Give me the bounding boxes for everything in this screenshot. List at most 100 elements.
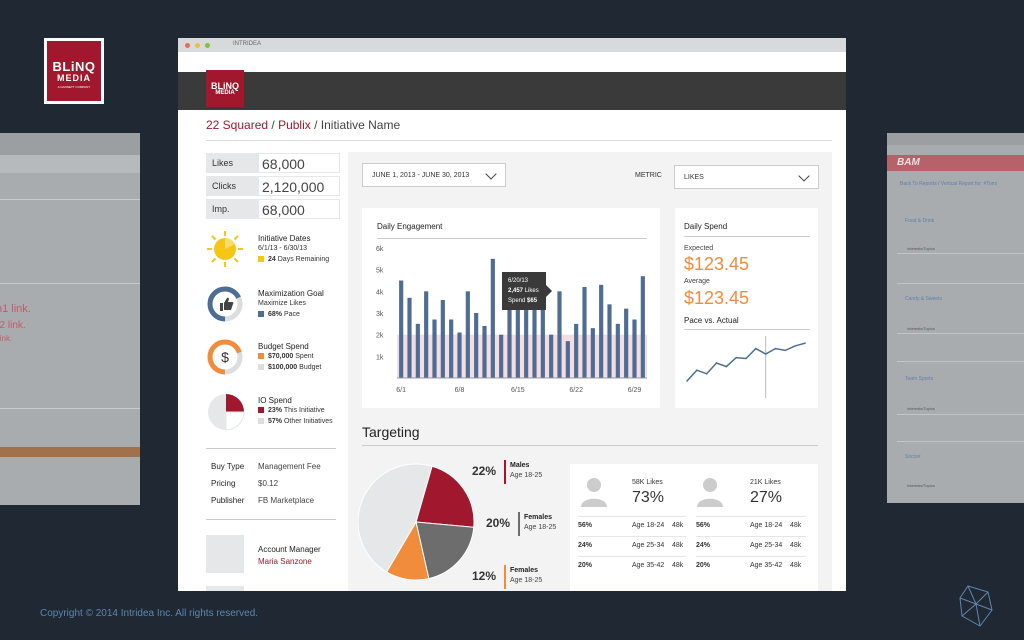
maximize-dot[interactable] [205, 43, 210, 48]
tooltip-spend-value: $65 [527, 298, 538, 304]
row-age: Age 18-24 [750, 522, 783, 529]
chart-tooltip: 6/20/13 2,457 Likes Spend $65 [502, 272, 552, 310]
engagement-bar[interactable] [490, 258, 495, 378]
row-count: 48k [672, 562, 684, 569]
blinq-media-logo: BLiNQ MEDIA A GANNETT COMPANY [44, 38, 104, 104]
metric-label: METRIC [635, 172, 662, 179]
engagement-bar[interactable] [524, 300, 529, 378]
minimize-dot[interactable] [195, 43, 200, 48]
ghost-col: Interests/Topics [907, 483, 935, 488]
engagement-bar[interactable] [415, 323, 420, 378]
ghost-section: Team Sports [905, 376, 934, 382]
engagement-bar[interactable] [632, 319, 637, 379]
engagement-bar[interactable] [457, 332, 462, 379]
breadcrumb-brand[interactable]: Publix [278, 118, 311, 132]
engagement-bar[interactable] [590, 328, 595, 378]
goal-pace: 68% Pace [258, 311, 300, 318]
engagement-bar[interactable] [507, 306, 512, 379]
targeting-pie-chart[interactable] [358, 452, 478, 591]
browser-window: INTRIDEA BLiNQ MEDIA 22 Squared / Publix… [178, 38, 846, 591]
engagement-bar[interactable] [424, 291, 429, 378]
expected-value: $123.45 [684, 254, 750, 274]
initiative-dates: Initiative Dates 6/1/13 - 6/30/13 24 Day… [206, 230, 340, 270]
browser-tab-title[interactable]: INTRIDEA [233, 41, 262, 47]
ghost-section: Food & Drink [905, 218, 935, 224]
x-tick-label: 6/22 [569, 387, 583, 394]
browser-chrome: INTRIDEA [178, 38, 846, 52]
engagement-bar[interactable] [474, 313, 479, 378]
dates-title: Initiative Dates [258, 234, 311, 243]
account-manager-avatar [206, 535, 244, 573]
engagement-bar[interactable] [574, 323, 579, 378]
io-this: 23% This Initiative [258, 407, 325, 414]
goal-sub: Maximize Likes [258, 300, 306, 307]
breadcrumb-client[interactable]: 22 Squared [206, 118, 269, 132]
spent-value: $70,000 [268, 353, 294, 360]
tooltip-spend-label: Spend [508, 298, 526, 304]
legend-swatch [258, 311, 264, 317]
y-tick-label: 6k [376, 246, 384, 253]
engagement-bar[interactable] [549, 334, 554, 378]
engagement-bar[interactable] [624, 308, 629, 378]
engagement-bar[interactable] [540, 297, 545, 378]
breadcrumb-separator: / [310, 118, 321, 132]
pace-point [715, 362, 718, 364]
y-tick-label: 5k [376, 268, 384, 275]
engagement-bar[interactable] [515, 291, 520, 378]
logo-text: BLiNQ [52, 59, 96, 74]
days-remaining-value: 24 [268, 256, 276, 263]
engagement-bar[interactable] [499, 334, 504, 378]
sun-icon [207, 231, 243, 267]
metric-select[interactable]: LIKES [674, 165, 819, 189]
days-remaining-label: Days Remaining [277, 256, 330, 263]
ghost-section: Soccer [905, 454, 921, 460]
tooltip-likes: 2,457 Likes [508, 286, 540, 296]
close-dot[interactable] [185, 43, 190, 48]
info-value: $0.12 [258, 479, 279, 488]
date-range-select[interactable]: JUNE 1, 2013 - JUNE 30, 2013 [362, 163, 506, 187]
engagement-bar[interactable] [465, 291, 470, 378]
engagement-bar[interactable] [449, 319, 454, 379]
app-logo[interactable]: BLiNQ MEDIA [206, 70, 244, 107]
engagement-bar[interactable] [582, 287, 587, 378]
daily-engagement-chart[interactable]: 1k 2k 3k 4k 5k 6k 6/1 6/8 6/15 6/22 6/29 [362, 238, 660, 408]
engagement-bar[interactable] [532, 276, 537, 378]
account-manager-name[interactable]: Maria Sanzone [258, 557, 312, 566]
row-age: Age 25-34 [632, 542, 665, 549]
likes-pct: 27% [750, 489, 783, 506]
pie-slice[interactable] [415, 465, 475, 528]
pace-vs-actual-chart[interactable] [675, 330, 818, 400]
pace-point [705, 373, 708, 375]
pace-point [755, 347, 757, 350]
engagement-bar[interactable] [399, 280, 404, 379]
row-pct: 56% [578, 522, 593, 529]
engagement-bar[interactable] [565, 341, 570, 378]
engagement-bar[interactable] [607, 304, 612, 378]
average-label: Average [684, 278, 710, 285]
legend-swatch [258, 256, 264, 262]
engagement-bar[interactable] [432, 319, 437, 379]
io-other-label: Other Initiatives [283, 418, 333, 425]
io-this-label: This Initiative [283, 407, 325, 414]
pace-label: Pace [283, 311, 300, 318]
engagement-bar[interactable] [599, 284, 604, 378]
engagement-bar[interactable] [440, 300, 445, 378]
engagement-title: Daily Engagement [377, 222, 443, 231]
row-pct: 24% [578, 542, 593, 549]
budget-label: Budget [299, 364, 322, 371]
logo-text: MEDIA [57, 73, 91, 83]
engagement-bar[interactable] [640, 276, 645, 378]
account-manager-title: Account Manager [258, 545, 321, 554]
chevron-down-icon [798, 170, 810, 182]
pace-title: Pace vs. Actual [684, 316, 739, 325]
avatar-placeholder [206, 586, 244, 591]
x-tick-label: 6/15 [511, 387, 525, 394]
engagement-bar[interactable] [557, 291, 562, 378]
engagement-bar[interactable] [615, 323, 620, 378]
stat-impressions: Imp. 68,000 [206, 199, 340, 219]
engagement-bar[interactable] [482, 326, 487, 378]
pie-slice[interactable] [415, 521, 475, 580]
segment-pct: 20% [486, 516, 511, 530]
engagement-bar[interactable] [407, 297, 412, 378]
pie-slice[interactable] [358, 463, 433, 573]
